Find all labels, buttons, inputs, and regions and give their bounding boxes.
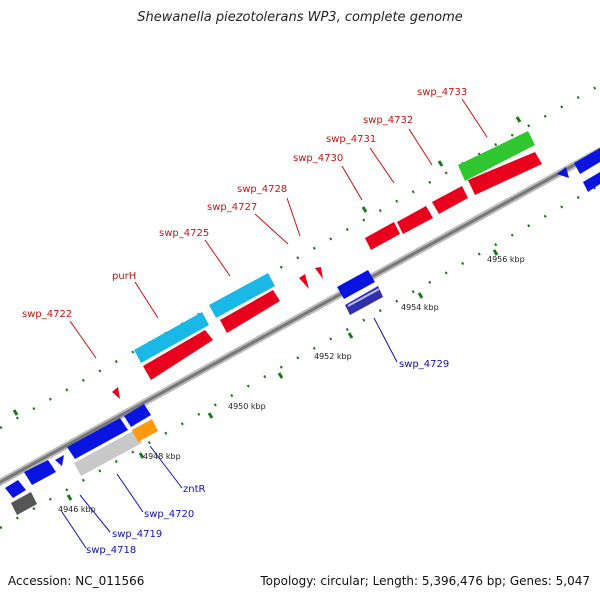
label-zntR[interactable]: zntR (183, 484, 206, 495)
scale-label-4946: 4946 kbp (58, 505, 96, 514)
gene-zntR[interactable] (132, 419, 158, 442)
gene-zntR-blue[interactable] (124, 404, 151, 427)
label-purH[interactable]: purH (112, 271, 136, 282)
gene-swp_4730[interactable] (365, 222, 400, 250)
label-swp_4728[interactable]: swp_4728 (237, 184, 287, 195)
gene-swp_4731[interactable] (397, 206, 433, 234)
gene-swp_4733-red[interactable] (468, 152, 542, 195)
label-swp_4732[interactable]: swp_4732 (363, 115, 413, 126)
gene-swp_4729-highlight (347, 288, 380, 307)
gene-swp_4719[interactable] (24, 460, 56, 485)
scale-label-4952: 4952 kbp (314, 352, 352, 361)
label-swp_4725[interactable]: swp_4725 (159, 228, 209, 239)
tick-track-outer-forward (0, 83, 600, 430)
gene-swp_4733[interactable] (458, 131, 535, 181)
label-swp_4733[interactable]: swp_4733 (417, 87, 467, 98)
label-swp_4727[interactable]: swp_4727 (207, 202, 257, 213)
gene-swp_4718[interactable] (11, 492, 37, 515)
gene-purH-red[interactable] (143, 330, 213, 380)
scale-label-4956: 4956 kbp (487, 255, 525, 264)
gene-edge-2[interactable] (574, 148, 600, 174)
gene-swp_4719b[interactable] (55, 455, 64, 466)
callout-lines-reverse (61, 317, 398, 549)
forward-genes (112, 131, 542, 399)
scale-label-4950: 4950 kbp (228, 402, 266, 411)
tick-track-outer-reverse (0, 183, 600, 530)
gene-swp_4729[interactable] (345, 286, 383, 315)
gene-swp_4732[interactable] (432, 186, 468, 214)
accession-text: Accession: NC_011566 (8, 574, 145, 588)
reverse-genes (5, 148, 600, 515)
forward-gene-labels: swp_4722 purH swp_4725 swp_4727 swp_4728… (22, 87, 467, 320)
gene-swp_4729-blue[interactable] (337, 270, 375, 299)
gene-swp_4728[interactable] (315, 267, 323, 279)
gene-swp_4718-blue[interactable] (5, 480, 26, 498)
gene-swp_4727[interactable] (299, 274, 309, 289)
tick-track-inner-forward (100, 75, 600, 360)
gene-swp_4725[interactable] (209, 273, 275, 318)
scale-label-4948: 4948 kbp (143, 452, 181, 461)
label-swp_4722[interactable]: swp_4722 (22, 309, 72, 320)
gene-swp_4725-red[interactable] (220, 290, 280, 333)
label-swp_4731[interactable]: swp_4731 (326, 134, 376, 145)
genome-backbone (0, 146, 600, 487)
gene-swp_4722[interactable] (112, 387, 120, 399)
gene-swp_4720-blue[interactable] (67, 418, 128, 459)
label-swp_4719[interactable]: swp_4719 (112, 529, 162, 540)
gene-purH[interactable] (134, 312, 209, 363)
label-swp_4720[interactable]: swp_4720 (144, 509, 194, 520)
gene-edge-1[interactable] (557, 167, 569, 178)
scale-labels: 4946 kbp 4948 kbp 4950 kbp 4952 kbp 4954… (58, 255, 525, 514)
reverse-gene-labels: swp_4718 swp_4719 swp_4720 zntR swp_4729 (86, 359, 449, 556)
gene-edge-3[interactable] (583, 172, 600, 192)
callout-lines-forward (69, 98, 488, 359)
genome-summary-text: Topology: circular; Length: 5,396,476 bp… (260, 574, 590, 588)
gene-swp_4720[interactable] (74, 430, 142, 476)
genome-title: Shewanella piezotolerans WP3, complete g… (137, 10, 463, 25)
label-swp_4729[interactable]: swp_4729 (399, 359, 449, 370)
label-swp_4730[interactable]: swp_4730 (293, 153, 343, 164)
scale-label-4954: 4954 kbp (401, 303, 439, 312)
label-swp_4718[interactable]: swp_4718 (86, 545, 136, 556)
